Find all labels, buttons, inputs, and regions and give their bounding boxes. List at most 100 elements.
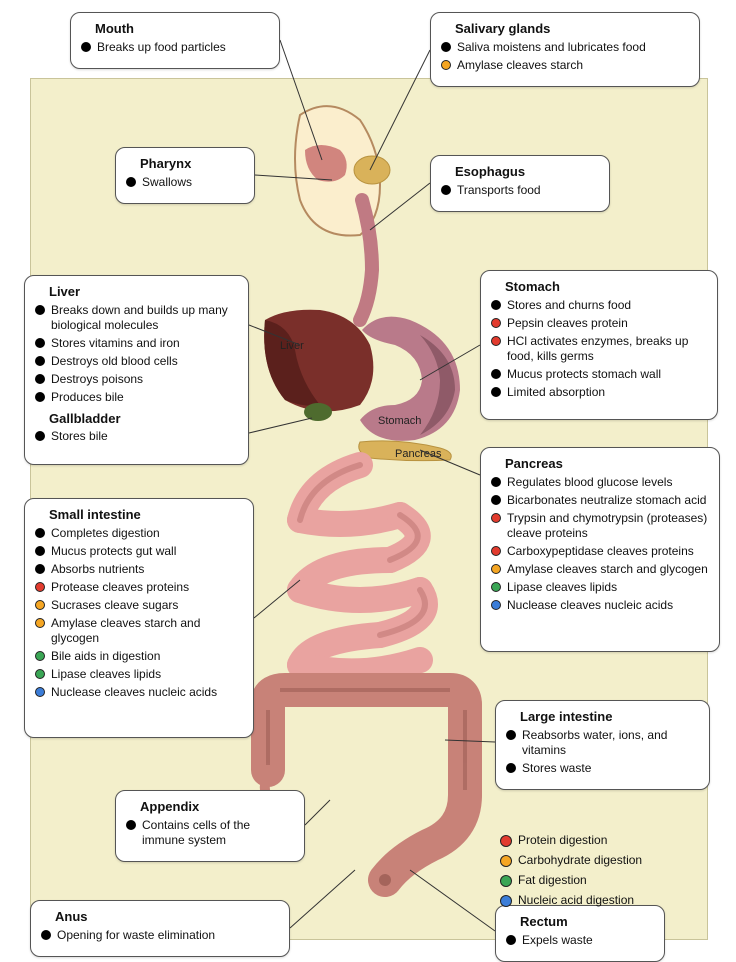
bullet-item: Opening for waste elimination bbox=[41, 928, 279, 943]
blue-dot-icon bbox=[35, 687, 45, 697]
black-dot-icon bbox=[491, 300, 501, 310]
orange-dot-icon bbox=[500, 855, 512, 867]
anus-title: Anus bbox=[41, 909, 279, 924]
bullet-item: Produces bile bbox=[35, 390, 238, 405]
bullet-item: Amylase cleaves starch and glycogen bbox=[35, 616, 243, 646]
blue-dot-icon bbox=[491, 600, 501, 610]
bullet-text: Bile aids in digestion bbox=[51, 649, 160, 664]
legend-item: Protein digestion bbox=[500, 833, 642, 848]
pancreas-title: Pancreas bbox=[491, 456, 709, 471]
bullet-text: Completes digestion bbox=[51, 526, 160, 541]
bullet-item: Protease cleaves proteins bbox=[35, 580, 243, 595]
black-dot-icon bbox=[81, 42, 91, 52]
green-dot-icon bbox=[35, 651, 45, 661]
bullet-item: Trypsin and chymotrypsin (proteases) cle… bbox=[491, 511, 709, 541]
bullet-text: Expels waste bbox=[522, 933, 593, 948]
digestion-legend: Protein digestionCarbohydrate digestionF… bbox=[500, 828, 642, 913]
bullet-text: Saliva moistens and lubricates food bbox=[457, 40, 646, 55]
bullet-text: Carboxypeptidase cleaves proteins bbox=[507, 544, 694, 559]
red-dot-icon bbox=[491, 546, 501, 556]
stomach-title: Stomach bbox=[491, 279, 707, 294]
bullet-item: Lipase cleaves lipids bbox=[35, 667, 243, 682]
orange-dot-icon bbox=[35, 618, 45, 628]
esophagus-title: Esophagus bbox=[441, 164, 599, 179]
liver-title: Liver bbox=[35, 284, 238, 299]
anus-card: Anus Opening for waste elimination bbox=[30, 900, 290, 957]
black-dot-icon bbox=[491, 387, 501, 397]
bullet-text: Stores and churns food bbox=[507, 298, 631, 313]
black-dot-icon bbox=[506, 730, 516, 740]
bullet-item: Mucus protects gut wall bbox=[35, 544, 243, 559]
bullet-item: Reabsorbs water, ions, and vitamins bbox=[506, 728, 699, 758]
bullet-item: Amylase cleaves starch and glycogen bbox=[491, 562, 709, 577]
pancreas-card: Pancreas Regulates blood glucose levels Bi… bbox=[480, 447, 720, 652]
bullet-item: Pepsin cleaves protein bbox=[491, 316, 707, 331]
large_intestine-card: Large intestine Reabsorbs water, ions, an… bbox=[495, 700, 710, 790]
small_intestine-title: Small intestine bbox=[35, 507, 243, 522]
bullet-text: Sucrases cleave sugars bbox=[51, 598, 178, 613]
bullet-item: Mucus protects stomach wall bbox=[491, 367, 707, 382]
black-dot-icon bbox=[35, 564, 45, 574]
mouth-card: MouthBreaks up food particles bbox=[70, 12, 280, 69]
bullet-text: Mucus protects gut wall bbox=[51, 544, 176, 559]
bullet-text: Stores waste bbox=[522, 761, 591, 776]
legend-item: Nucleic acid digestion bbox=[500, 893, 642, 908]
bullet-text: Regulates blood glucose levels bbox=[507, 475, 672, 490]
red-dot-icon bbox=[500, 835, 512, 847]
green-dot-icon bbox=[491, 582, 501, 592]
bullet-text: Nuclease cleaves nucleic acids bbox=[51, 685, 217, 700]
black-dot-icon bbox=[35, 338, 45, 348]
bullet-item: Nuclease cleaves nucleic acids bbox=[491, 598, 709, 613]
bullet-item: Completes digestion bbox=[35, 526, 243, 541]
black-dot-icon bbox=[491, 369, 501, 379]
liver-subtitle: Gallbladder bbox=[35, 411, 238, 426]
bullet-item: Bile aids in digestion bbox=[35, 649, 243, 664]
bullet-text: Swallows bbox=[142, 175, 192, 190]
bullet-item: Destroys poisons bbox=[35, 372, 238, 387]
bullet-text: Lipase cleaves lipids bbox=[51, 667, 161, 682]
orange-dot-icon bbox=[441, 60, 451, 70]
large_intestine-title: Large intestine bbox=[506, 709, 699, 724]
bullet-text: Amylase cleaves starch bbox=[457, 58, 583, 73]
bullet-text: Destroys old blood cells bbox=[51, 354, 178, 369]
salivary-card: Salivary glands Saliva moistens and lubri… bbox=[430, 12, 700, 87]
small_intestine-card: Small intestine Completes digestion Mucus … bbox=[24, 498, 254, 738]
bullet-text: Contains cells of the immune system bbox=[142, 818, 294, 848]
salivary-title: Salivary glands bbox=[441, 21, 689, 36]
bullet-text: Bicarbonates neutralize stomach acid bbox=[507, 493, 706, 508]
bullet-text: Trypsin and chymotrypsin (proteases) cle… bbox=[507, 511, 709, 541]
red-dot-icon bbox=[35, 582, 45, 592]
bullet-text: Protease cleaves proteins bbox=[51, 580, 189, 595]
black-dot-icon bbox=[35, 305, 45, 315]
bullet-item: Saliva moistens and lubricates food bbox=[441, 40, 689, 55]
rectum-title: Rectum bbox=[506, 914, 654, 929]
red-dot-icon bbox=[491, 336, 501, 346]
black-dot-icon bbox=[491, 495, 501, 505]
bullet-text: Nuclease cleaves nucleic acids bbox=[507, 598, 673, 613]
inline-label-stomach: Stomach bbox=[378, 415, 421, 427]
bullet-item: Absorbs nutrients bbox=[35, 562, 243, 577]
black-dot-icon bbox=[126, 820, 136, 830]
bullet-item: Stores waste bbox=[506, 761, 699, 776]
bullet-item: Lipase cleaves lipids bbox=[491, 580, 709, 595]
bullet-text: Breaks up food particles bbox=[97, 40, 226, 55]
bullet-text: Lipase cleaves lipids bbox=[507, 580, 617, 595]
black-dot-icon bbox=[35, 546, 45, 556]
bullet-text: HCl activates enzymes, breaks up food, k… bbox=[507, 334, 707, 364]
bullet-text: Stores bile bbox=[51, 429, 108, 444]
blue-dot-icon bbox=[500, 895, 512, 907]
bullet-item: Stores bile bbox=[35, 429, 238, 444]
black-dot-icon bbox=[35, 431, 45, 441]
bullet-item: Breaks up food particles bbox=[81, 40, 269, 55]
liver-card: Liver Breaks down and builds up many biol… bbox=[24, 275, 249, 465]
rectum-card: Rectum Expels waste bbox=[495, 905, 665, 962]
orange-dot-icon bbox=[491, 564, 501, 574]
bullet-item: Sucrases cleave sugars bbox=[35, 598, 243, 613]
bullet-text: Pepsin cleaves protein bbox=[507, 316, 628, 331]
pharynx-title: Pharynx bbox=[126, 156, 244, 171]
bullet-item: Contains cells of the immune system bbox=[126, 818, 294, 848]
bullet-text: Breaks down and builds up many biologica… bbox=[51, 303, 238, 333]
bullet-item: Regulates blood glucose levels bbox=[491, 475, 709, 490]
bullet-item: Carboxypeptidase cleaves proteins bbox=[491, 544, 709, 559]
black-dot-icon bbox=[35, 374, 45, 384]
